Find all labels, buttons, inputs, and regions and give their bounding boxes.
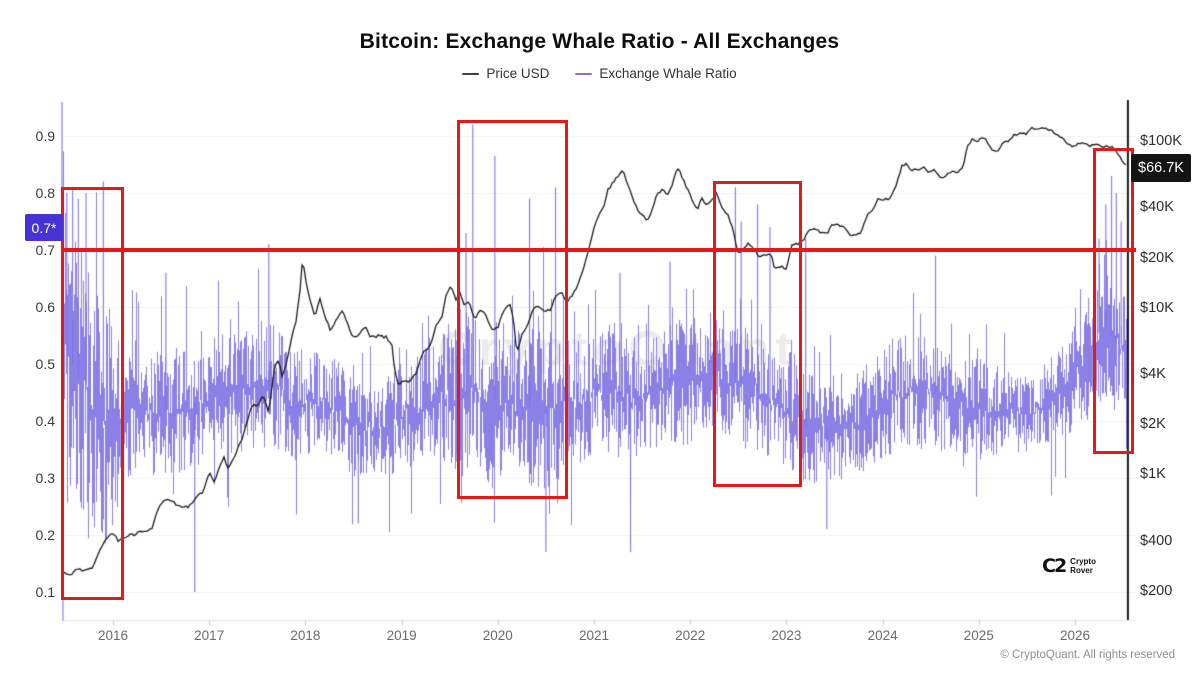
x-axis-tick: 2022	[675, 628, 706, 643]
y-right-tick: $400	[1140, 532, 1173, 549]
current-price-badge: $66.7K	[1131, 154, 1191, 182]
ratio-threshold-badge: 0.7*	[25, 214, 63, 241]
threshold-line	[62, 248, 1136, 252]
x-axis-tick: 2019	[386, 628, 417, 643]
copyright-notice: © CryptoQuant. All rights reserved	[1000, 649, 1175, 661]
x-axis-tick: 2018	[290, 628, 321, 643]
x-axis-tick: 2020	[482, 628, 513, 643]
y-left-tick: 0.3	[35, 470, 55, 486]
x-axis-tick: 2021	[578, 628, 610, 643]
y-right-tick: $1K	[1140, 466, 1166, 483]
highlight-box	[457, 120, 569, 500]
crypto-rover-wordmark: Crypto Rover	[1070, 557, 1096, 575]
x-axis-tick: 2025	[963, 628, 994, 643]
y-right-tick: $20K	[1140, 249, 1174, 266]
y-left-tick: 0.1	[35, 584, 55, 600]
y-right-tick: $4K	[1140, 366, 1166, 383]
crypto-rover-logo: C2 Crypto Rover	[1042, 555, 1096, 577]
x-axis-tick: 2023	[771, 628, 802, 643]
x-axis-tick: 2017	[194, 628, 225, 643]
highlight-box	[1093, 147, 1134, 455]
crypto-rover-mark-icon: C2	[1042, 555, 1067, 577]
x-axis-tick: 2024	[867, 628, 898, 643]
y-right-tick: $2K	[1140, 416, 1166, 433]
y-left-tick: 0.6	[35, 299, 55, 315]
y-right-tick: $100K	[1140, 133, 1182, 150]
y-left-tick: 0.5	[35, 356, 55, 372]
y-right-tick: $40K	[1140, 199, 1174, 216]
y-right-tick: $10K	[1140, 299, 1174, 316]
x-axis-tick: 2016	[97, 628, 129, 643]
y-left-tick: 0.8	[35, 185, 55, 201]
y-left-tick: 0.7	[35, 242, 55, 258]
y-left-tick: 0.9	[35, 128, 55, 144]
highlight-box	[713, 181, 802, 488]
y-right-tick: $200	[1140, 583, 1173, 599]
x-axis-tick: 2026	[1059, 628, 1091, 643]
y-left-tick: 0.4	[35, 413, 55, 429]
highlight-box	[61, 187, 124, 600]
y-left-tick: 0.2	[35, 527, 55, 543]
